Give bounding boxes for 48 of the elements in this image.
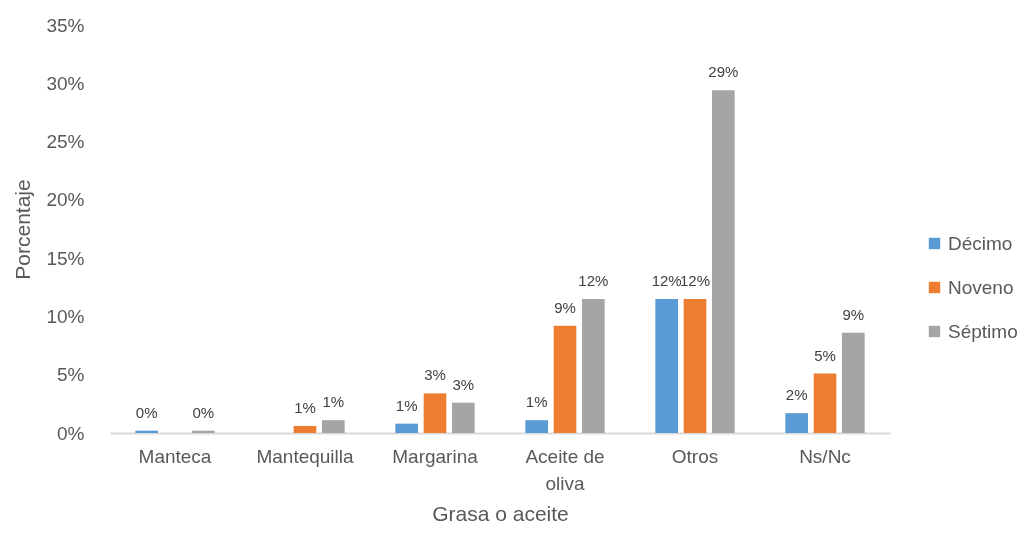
x-tick-label: Otros	[671, 445, 719, 467]
bar	[683, 298, 707, 433]
bar	[525, 420, 549, 433]
bar	[423, 393, 447, 433]
data-label: 3%	[452, 375, 475, 393]
x-tick-label: Margarina	[392, 445, 479, 467]
data-label: 1%	[525, 393, 548, 411]
bar	[581, 298, 605, 433]
y-tick-label: 25%	[46, 131, 85, 153]
data-label: 3%	[424, 366, 446, 384]
data-label: 12%	[651, 271, 682, 289]
y-tick-label: 10%	[46, 305, 85, 327]
data-label: 1%	[395, 396, 418, 414]
y-tick-label: 15%	[46, 247, 85, 269]
bar	[785, 413, 809, 433]
y-axis-title: Porcentaje	[11, 179, 35, 280]
x-tick-label: Mantequilla	[256, 445, 355, 467]
data-label: 9%	[554, 298, 576, 316]
bar	[553, 325, 577, 433]
data-label: 2%	[785, 386, 808, 404]
x-axis-title: Grasa o aceite	[432, 501, 569, 525]
data-label: 12%	[578, 271, 609, 289]
bar	[395, 423, 419, 433]
data-label: 9%	[842, 305, 865, 323]
legend-label: Noveno	[948, 276, 1014, 298]
bar	[451, 402, 475, 433]
data-label: 1%	[322, 393, 345, 411]
data-label: 29%	[708, 63, 739, 81]
y-tick-label: 35%	[46, 14, 85, 36]
bar	[655, 298, 679, 433]
data-label: 0%	[135, 403, 158, 421]
y-tick-label: 5%	[57, 364, 85, 386]
bar	[841, 332, 865, 433]
data-label: 5%	[814, 346, 836, 364]
data-label: 1%	[294, 399, 316, 417]
x-tick-label: Ns/Nc	[799, 445, 851, 467]
bar	[321, 420, 345, 433]
y-tick-label: 20%	[46, 189, 85, 211]
bar	[711, 90, 735, 433]
data-label: 0%	[192, 403, 215, 421]
bar	[813, 373, 837, 433]
x-tick-label: Aceite de oliva	[525, 445, 605, 494]
y-tick-label: 30%	[46, 72, 85, 94]
y-tick-label: 0%	[57, 422, 85, 444]
legend-label: Séptimo	[948, 320, 1018, 342]
legend-label: Décimo	[948, 232, 1013, 254]
bar	[293, 426, 317, 433]
x-tick-label: Manteca	[138, 445, 212, 467]
